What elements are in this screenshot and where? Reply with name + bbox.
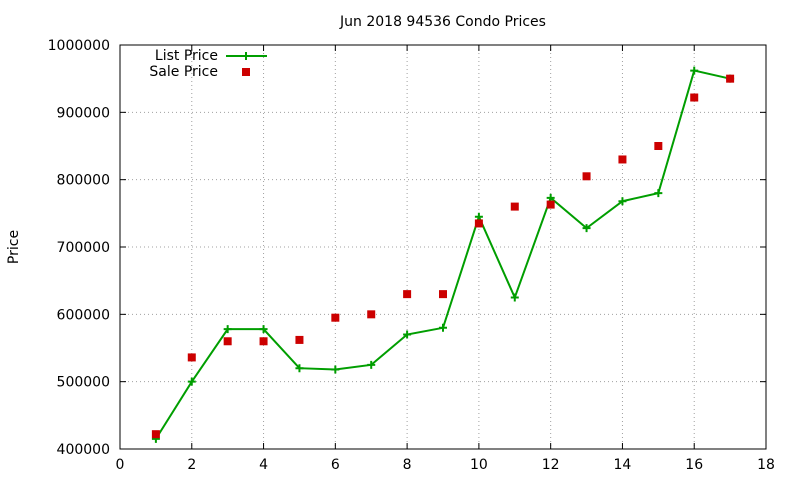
x-tick-label: 14 [614,457,632,473]
list-price-point [510,293,519,302]
sale-price-point [582,172,591,181]
x-tick-label: 2 [187,457,196,473]
series-layer [151,66,735,443]
sale-price-point [151,430,160,439]
sale-price-point [295,335,304,344]
sale-price-point [223,337,232,346]
list-price-point [690,66,699,75]
x-tick-label: 8 [403,457,412,473]
list-price-point [331,365,340,374]
x-tick-label: 4 [259,457,268,473]
sale-price-point [690,93,699,102]
sale-price-point [187,353,196,362]
legend-plus-marker [242,52,250,60]
list-price-point [582,224,591,233]
sale-price-point [654,142,663,150]
sale-price-point [439,290,447,299]
x-tick-label: 12 [542,457,560,473]
list-price-point [403,330,412,339]
axis-ticks: 0 2 4 6 8 10 12 14 16 18 400000 500000 600000 700000 8… [48,38,775,473]
list-price-point [223,325,232,334]
grid-lines [120,45,766,449]
list-price-point [295,364,304,373]
legend-marker-sale-price [242,68,250,76]
legend-label-sale-price: Sale Price [149,64,218,80]
y-tick-label: 600000 [57,307,110,323]
sale-price-point [726,74,735,83]
sale-price-point [546,200,555,209]
sale-price-point [474,219,483,228]
list-price-point [187,377,196,386]
list-price-point [546,193,555,202]
legend-entry-sale-price: Sale Price [149,64,250,80]
list-price-point [618,197,627,206]
x-tick-label: 10 [470,457,488,473]
sale-price-point [618,155,627,164]
x-tick-label: 6 [331,457,340,473]
legend-entry-list-price: List Price [155,48,267,64]
x-tick-label: 16 [685,457,703,473]
sale-price-point [367,310,376,319]
list-price-point [439,323,447,332]
list-price-point [367,360,376,369]
x-tick-label: 0 [116,457,125,473]
legend-marker-list-price [242,52,250,60]
list-price-point [474,212,483,221]
list-price-line [155,69,731,440]
y-tick-label: 400000 [57,442,110,458]
sale-price-point [331,313,340,322]
list-price-point [654,189,663,198]
legend: List Price Sale Price [149,48,267,80]
series-sale-price [151,74,735,439]
legend-label-list-price: List Price [155,48,218,64]
y-axis-label: Price [6,230,22,264]
y-tick-label: 900000 [57,105,110,121]
sale-price-point [510,202,519,211]
x-tick-label: 18 [757,457,775,473]
y-tick-label: 500000 [57,375,110,391]
chart-title: Jun 2018 94536 Condo Prices [339,14,546,30]
y-tick-label: 700000 [57,240,110,256]
list-price-point [259,325,268,334]
sale-price-point [259,337,268,346]
y-tick-label: 1000000 [48,38,110,54]
series-list-price [151,66,735,443]
y-tick-label: 800000 [57,173,110,189]
sale-price-point [403,290,412,299]
